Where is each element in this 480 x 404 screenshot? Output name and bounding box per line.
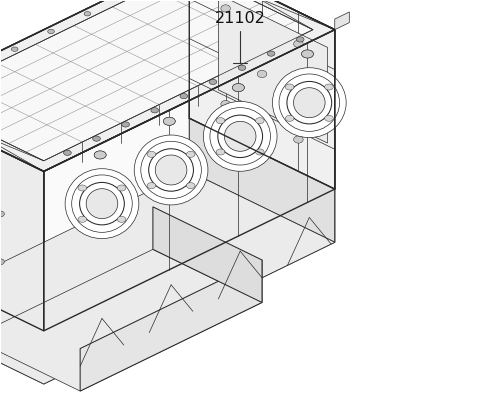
Ellipse shape [94,151,106,159]
Ellipse shape [65,169,139,239]
Ellipse shape [267,51,275,56]
Polygon shape [0,171,335,384]
Ellipse shape [86,189,118,219]
Polygon shape [153,207,262,303]
Ellipse shape [134,135,208,205]
Ellipse shape [257,70,267,78]
Ellipse shape [294,40,303,48]
Ellipse shape [151,108,158,113]
Polygon shape [44,29,335,331]
Polygon shape [189,0,335,189]
Ellipse shape [209,79,217,84]
Ellipse shape [224,121,256,152]
Ellipse shape [147,152,156,157]
Polygon shape [189,118,335,242]
Polygon shape [189,0,335,189]
Ellipse shape [147,183,156,189]
Ellipse shape [255,118,264,124]
Ellipse shape [0,259,4,265]
Text: 21102: 21102 [215,11,265,26]
Polygon shape [335,12,349,29]
Ellipse shape [294,136,303,143]
Ellipse shape [216,149,225,155]
Polygon shape [0,249,262,391]
Ellipse shape [48,29,54,34]
Ellipse shape [221,101,230,108]
Ellipse shape [78,185,87,191]
Ellipse shape [255,149,264,155]
Ellipse shape [78,216,87,222]
Polygon shape [80,260,262,391]
Polygon shape [0,0,335,171]
Ellipse shape [216,118,225,124]
Polygon shape [218,0,327,143]
Ellipse shape [221,5,230,12]
Ellipse shape [296,37,304,42]
Polygon shape [0,0,335,171]
Ellipse shape [84,12,91,16]
Ellipse shape [324,115,333,121]
Ellipse shape [186,183,195,189]
Polygon shape [0,260,44,384]
Ellipse shape [232,84,244,92]
Ellipse shape [180,93,188,99]
Ellipse shape [117,216,126,222]
Polygon shape [0,101,44,331]
Ellipse shape [301,50,313,58]
Ellipse shape [93,136,100,141]
Ellipse shape [94,151,106,159]
Ellipse shape [301,50,313,58]
Ellipse shape [293,88,325,118]
Ellipse shape [286,115,294,121]
Polygon shape [44,29,335,331]
Ellipse shape [204,101,277,171]
Polygon shape [44,189,335,384]
Ellipse shape [286,84,294,90]
Ellipse shape [63,150,71,156]
Ellipse shape [232,84,244,92]
Ellipse shape [186,152,195,157]
Ellipse shape [12,47,18,51]
Ellipse shape [163,117,175,125]
Ellipse shape [324,84,333,90]
Ellipse shape [0,211,4,217]
Ellipse shape [238,65,246,70]
Ellipse shape [122,122,130,127]
Ellipse shape [117,185,126,191]
Ellipse shape [156,155,187,185]
Ellipse shape [163,117,175,125]
Ellipse shape [273,68,346,138]
Polygon shape [0,0,313,161]
